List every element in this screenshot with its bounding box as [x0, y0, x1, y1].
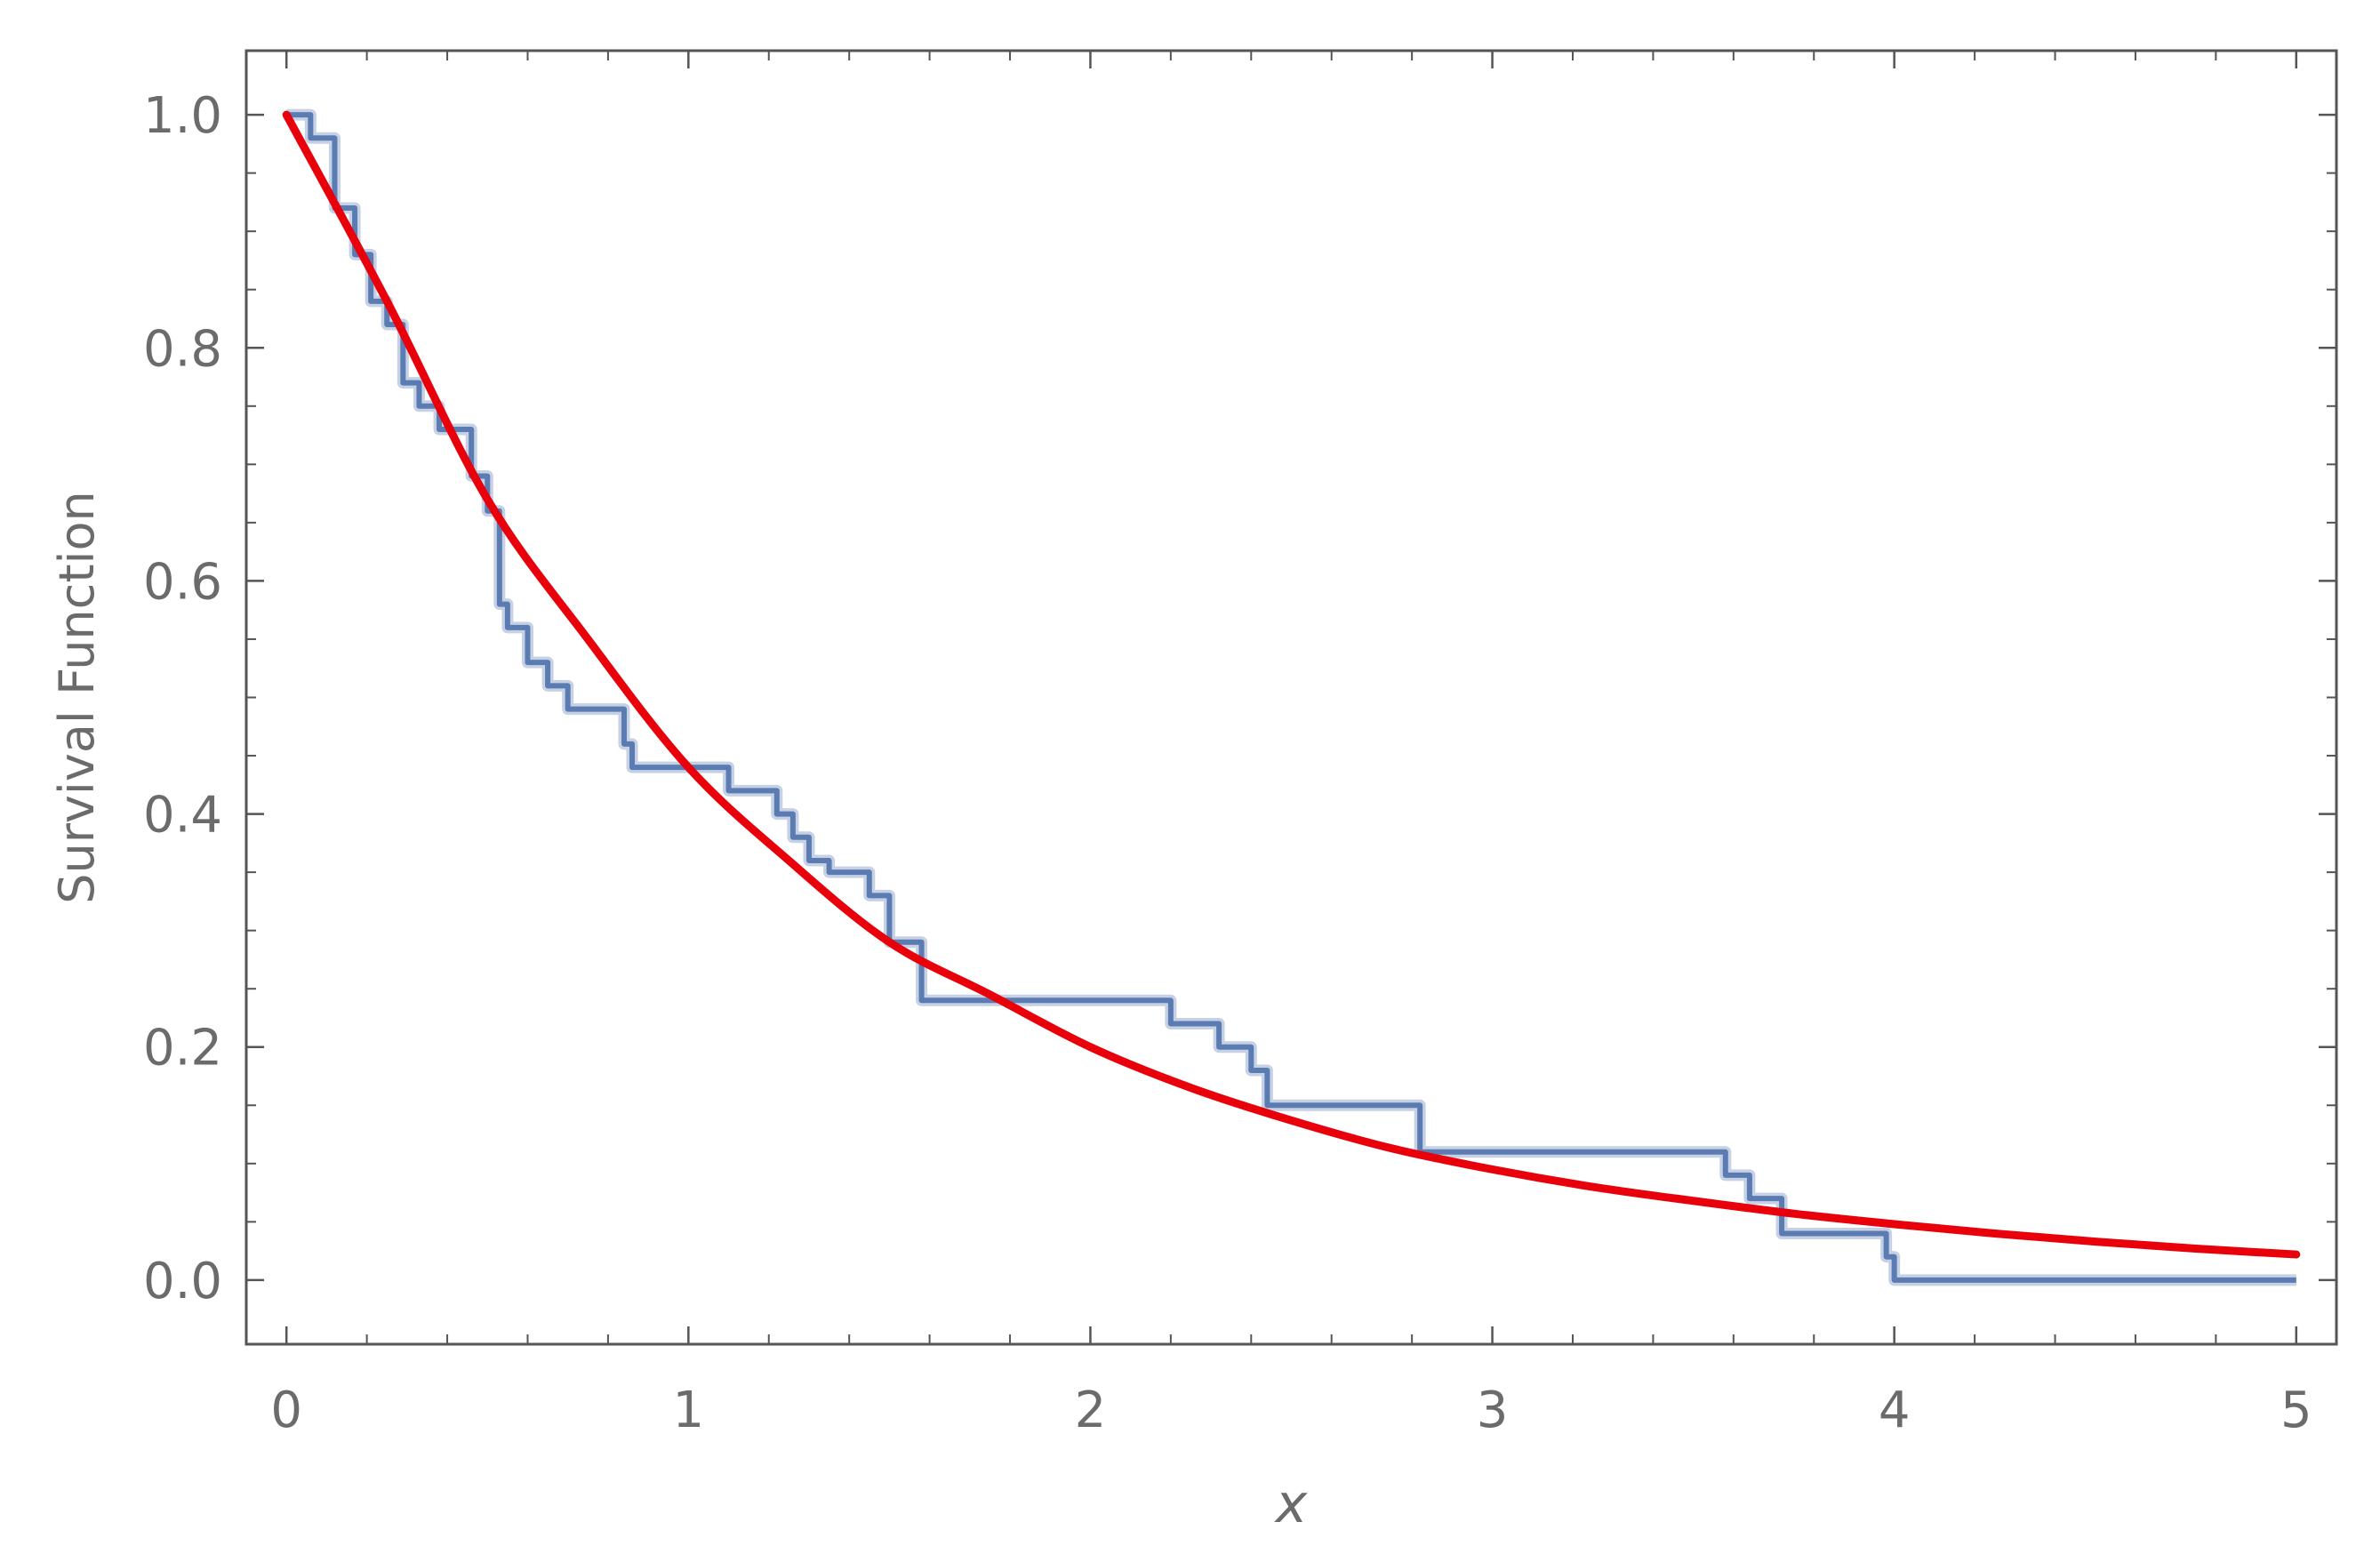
y-axis-label: Survival Function	[49, 491, 105, 904]
series-layer	[282, 108, 2301, 1286]
x-tick-label: 5	[2280, 1382, 2312, 1439]
y-tick-label: 0.2	[143, 1020, 222, 1077]
y-tick-label: 0.4	[143, 787, 222, 845]
y-tick-label: 1.0	[143, 87, 222, 145]
fitted-curve-line	[282, 110, 2301, 1259]
x-tick-label: 1	[673, 1382, 705, 1439]
x-tick-label: 3	[1477, 1382, 1509, 1439]
x-tick-label: 4	[1879, 1382, 1911, 1439]
ticks-layer	[246, 51, 2336, 1344]
x-tick-label: 2	[1075, 1382, 1107, 1439]
x-axis-label: x	[1274, 1473, 1308, 1535]
labels-layer: 0 1 2 3 4 5 0.0 0.2 0.4 0.6 0.8 1.0	[143, 87, 2312, 1439]
y-tick-label: 0.6	[143, 553, 222, 611]
y-tick-label: 0.0	[143, 1253, 222, 1310]
x-tick-label: 0	[270, 1382, 302, 1439]
plot-frame	[244, 49, 2338, 1346]
step-series-line	[286, 112, 2296, 1283]
y-tick-label: 0.8	[143, 320, 222, 378]
